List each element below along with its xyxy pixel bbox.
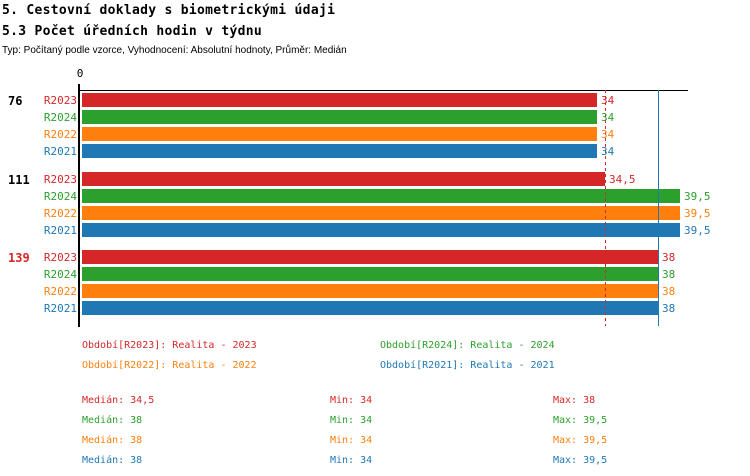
series-label: R2021 [43,302,77,315]
legend-item: Období[R2024]: Realita - 2024 [380,340,555,351]
bar [82,144,597,158]
bar-value-label: 34 [601,128,615,141]
stat-max: Max: 38 [553,395,596,406]
bar [82,172,605,186]
series-label: R2024 [43,190,77,203]
bar [82,223,680,237]
group-label: 76 [8,94,23,108]
bar-value-label: 34 [601,145,615,158]
median-ref-line [658,90,659,326]
legend-item: Období[R2023]: Realita - 2023 [82,340,257,351]
x-axis-top-line [79,90,688,91]
median-ref-line [605,90,606,326]
x-axis-origin-tick-label: 0 [76,67,84,80]
stat-min: Min: 34 [330,435,373,446]
series-label: R2021 [43,145,77,158]
stat-median: Medián: 38 [82,415,143,426]
page-title: 5. Cestovní doklady s biometrickými údaj… [2,3,336,18]
stat-max: Max: 39,5 [553,455,608,466]
group-label: 111 [8,173,30,187]
bar [82,250,658,264]
series-label: R2024 [43,111,77,124]
bar-value-label: 38 [662,302,676,315]
bar [82,127,597,141]
stat-min: Min: 34 [330,415,373,426]
series-label: R2022 [43,207,77,220]
series-label: R2022 [43,128,77,141]
bar [82,284,658,298]
bar [82,189,680,203]
bar [82,301,658,315]
bar-value-label: 38 [662,251,676,264]
bar [82,206,680,220]
series-label: R2023 [43,251,77,264]
y-axis-line [78,84,80,327]
group-label: 139 [8,251,30,265]
chart-meta-line: Typ: Počítaný podle vzorce, Vyhodnocení:… [2,45,347,56]
stat-max: Max: 39,5 [553,415,608,426]
bar [82,267,658,281]
bar [82,93,597,107]
bar-value-label: 34,5 [609,173,636,186]
series-label: R2022 [43,285,77,298]
page-subtitle-heading: 5.3 Počet úředních hodin v týdnu [2,24,263,39]
stat-median: Medián: 38 [82,455,143,466]
stat-median: Medián: 38 [82,435,143,446]
legend-item: Období[R2022]: Realita - 2022 [82,360,257,371]
stat-min: Min: 34 [330,395,373,406]
bar-value-label: 38 [662,268,676,281]
stat-min: Min: 34 [330,455,373,466]
stat-median: Medián: 34,5 [82,395,155,406]
bar-value-label: 34 [601,111,615,124]
series-label: R2023 [43,173,77,186]
bar-value-label: 39,5 [684,190,711,203]
legend-item: Období[R2021]: Realita - 2021 [380,360,555,371]
series-label: R2023 [43,94,77,107]
stat-max: Max: 39,5 [553,435,608,446]
bar-value-label: 39,5 [684,224,711,237]
series-label: R2024 [43,268,77,281]
bar [82,110,597,124]
bar-value-label: 39,5 [684,207,711,220]
series-label: R2021 [43,224,77,237]
bar-value-label: 38 [662,285,676,298]
bar-value-label: 34 [601,94,615,107]
